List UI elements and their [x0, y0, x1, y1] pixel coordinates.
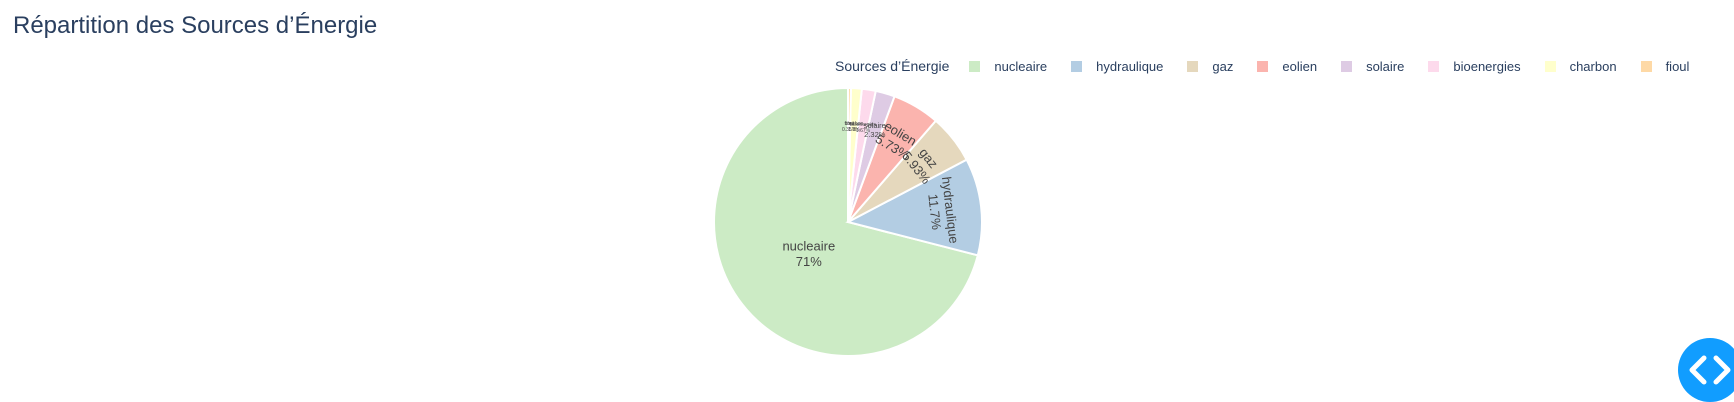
- pie-label-percent: 1.67%: [856, 128, 871, 134]
- legend-swatch: [969, 60, 981, 72]
- legend-swatch: [1428, 60, 1440, 72]
- pie-label-percent: 2.32%: [864, 130, 886, 139]
- legend-label: hydraulique: [1096, 58, 1164, 74]
- legend-item-bioenergies[interactable]: bioenergies: [1428, 58, 1521, 74]
- pie-label-percent: 71%: [796, 254, 822, 269]
- legend-swatch: [1257, 60, 1269, 72]
- chart-title: Répartition des Sources d’Énergie: [13, 12, 378, 39]
- legend-swatch: [1640, 60, 1652, 72]
- pie-label-name: fioul: [844, 121, 853, 127]
- pie-labels: nucleaire71%hydraulique11.7%gaz5.93%eoli…: [782, 118, 961, 269]
- pie-label-name: nucleaire: [782, 238, 835, 253]
- legend-item-nucleaire[interactable]: nucleaire: [969, 59, 1047, 74]
- legend-label: eolien: [1282, 58, 1318, 74]
- legend: Sources d’Énergie nucleaire hydraulique ga…: [835, 56, 1713, 76]
- pie-slice-hydraulique[interactable]: [845, 158, 983, 257]
- legend-item-hydraulique[interactable]: hydraulique: [1071, 59, 1163, 74]
- legend-item-eolien[interactable]: eolien: [1257, 59, 1317, 74]
- legend-swatch: [1071, 60, 1083, 72]
- pie-label-percent: 0.35%: [842, 127, 857, 133]
- pie-label-percent: 1.3%: [848, 127, 860, 133]
- legend-item-fioul[interactable]: fioul: [1640, 58, 1690, 74]
- pie-label-percent: 11.7%: [925, 193, 944, 231]
- legend-swatch: [1341, 60, 1353, 72]
- code-icon: [1689, 355, 1731, 385]
- legend-item-gaz[interactable]: gaz: [1187, 59, 1233, 74]
- legend-label: bioenergies: [1453, 58, 1521, 74]
- code-toggle-button[interactable]: [1678, 338, 1734, 402]
- pie-label-name: bioenergies: [850, 122, 876, 128]
- pie-slice-fioul[interactable]: [847, 86, 852, 223]
- pie-label-name: charbon: [845, 121, 863, 127]
- pie-slices: [713, 86, 983, 357]
- legend-label: charbon: [1569, 58, 1617, 74]
- pie-label-name: solaire: [864, 121, 886, 130]
- legend-item-solaire[interactable]: solaire: [1341, 59, 1404, 74]
- legend-swatch: [1187, 60, 1199, 72]
- legend-swatch: [1544, 60, 1556, 72]
- legend-label: nucleaire: [994, 58, 1048, 74]
- legend-label: gaz: [1212, 58, 1234, 74]
- legend-label: fioul: [1665, 58, 1690, 74]
- legend-label: solaire: [1366, 58, 1405, 74]
- legend-item-charbon[interactable]: charbon: [1544, 58, 1617, 74]
- legend-title: Sources d’Énergie: [835, 58, 950, 74]
